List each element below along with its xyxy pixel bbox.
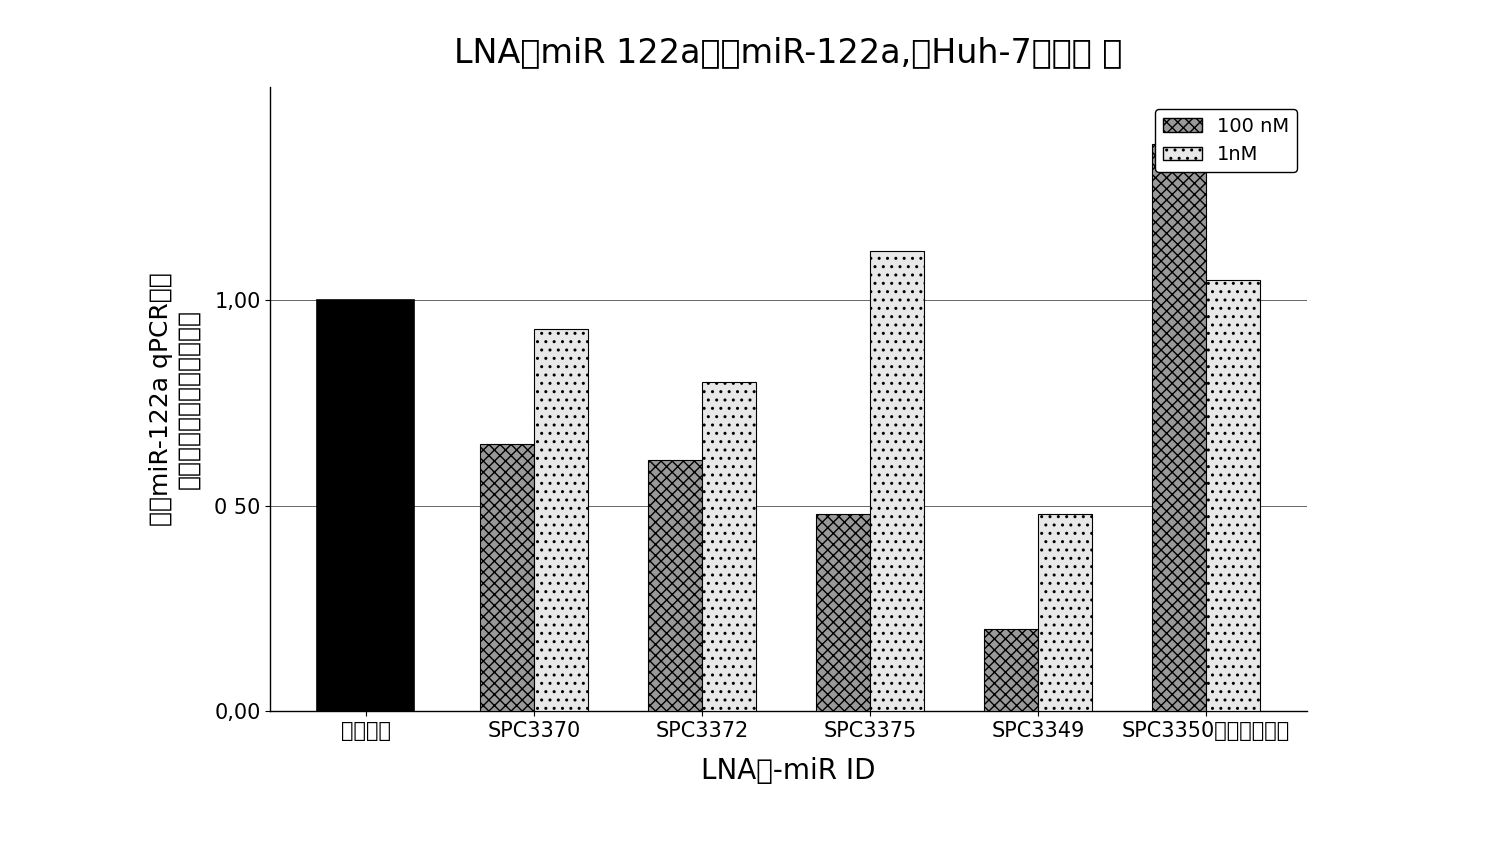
Bar: [870, 251, 924, 711]
Bar: [1206, 280, 1260, 711]
Bar: [647, 460, 701, 711]
Title: LNA抗miR 122a下调miR-122a,在Huh-7细胞系 中: LNA抗miR 122a下调miR-122a,在Huh-7细胞系 中: [455, 36, 1122, 68]
Bar: [1152, 144, 1206, 711]
Y-axis label: 任意miR-122a qPCR单位
（相对于模拟试验标准化）: 任意miR-122a qPCR单位 （相对于模拟试验标准化）: [149, 272, 200, 525]
Bar: [984, 629, 1038, 711]
X-axis label: LNA抗-miR ID: LNA抗-miR ID: [701, 758, 876, 786]
Bar: [533, 329, 587, 711]
Legend: 100 nM, 1nM: 100 nM, 1nM: [1155, 109, 1298, 173]
Bar: [1038, 514, 1092, 711]
Bar: [481, 444, 533, 711]
Bar: [701, 382, 756, 711]
Bar: [317, 300, 415, 711]
Bar: [816, 514, 870, 711]
